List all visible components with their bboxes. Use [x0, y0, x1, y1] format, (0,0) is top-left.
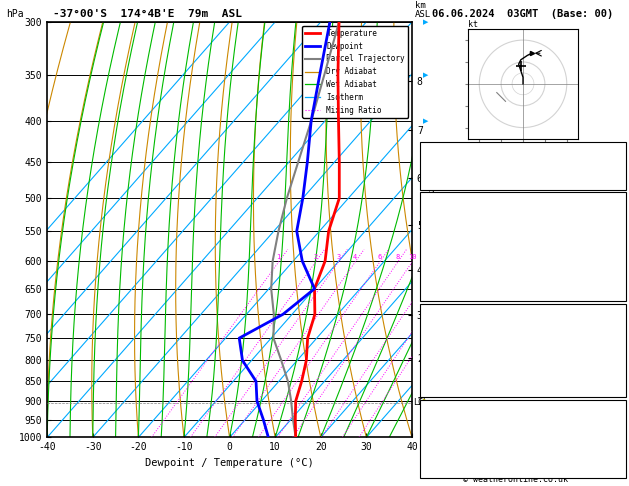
Text: Temp (°C): Temp (°C) [423, 209, 470, 219]
Text: 24: 24 [612, 159, 623, 169]
Y-axis label: Mixing Ratio (g/kg): Mixing Ratio (g/kg) [428, 178, 437, 281]
Text: 15.3: 15.3 [602, 209, 623, 219]
Text: 9.1: 9.1 [607, 225, 623, 234]
Text: StmSpd (kt): StmSpd (kt) [423, 462, 481, 471]
Text: 1014: 1014 [602, 321, 623, 330]
Text: Pressure (mb): Pressure (mb) [423, 321, 492, 330]
Text: Lifted Index: Lifted Index [423, 255, 486, 264]
Text: Lifted Index: Lifted Index [423, 351, 486, 360]
Text: SREH: SREH [423, 432, 444, 441]
Text: CAPE (J): CAPE (J) [423, 366, 465, 375]
Text: Totals Totals: Totals Totals [423, 159, 492, 169]
Text: 10: 10 [408, 254, 416, 260]
Text: CIN (J): CIN (J) [423, 381, 460, 390]
Text: -37°00'S  174°4B'E  79m  ASL: -37°00'S 174°4B'E 79m ASL [53, 9, 242, 19]
Text: -15: -15 [607, 144, 623, 154]
Text: ▶: ▶ [423, 434, 428, 440]
Text: Most Unstable: Most Unstable [489, 306, 557, 315]
Text: -22: -22 [607, 417, 623, 426]
Text: ▶: ▶ [423, 417, 428, 423]
Text: ▶: ▶ [423, 378, 428, 384]
Text: 10: 10 [612, 255, 623, 264]
Legend: Temperature, Dewpoint, Parcel Trajectory, Dry Adiabat, Wet Adiabat, Isotherm, Mi: Temperature, Dewpoint, Parcel Trajectory… [302, 26, 408, 118]
Text: 2: 2 [313, 254, 318, 260]
Text: θₑ(K): θₑ(K) [423, 240, 450, 249]
Text: ▶: ▶ [423, 258, 428, 264]
Text: © weatheronline.co.uk: © weatheronline.co.uk [464, 474, 568, 484]
Text: 12: 12 [612, 462, 623, 471]
Text: 6: 6 [378, 254, 382, 260]
Text: 307: 307 [607, 336, 623, 345]
X-axis label: Dewpoint / Temperature (°C): Dewpoint / Temperature (°C) [145, 458, 314, 468]
Text: ▶: ▶ [423, 19, 428, 25]
Text: 4: 4 [353, 254, 357, 260]
Text: 0: 0 [618, 381, 623, 390]
Text: EH: EH [423, 417, 434, 426]
Text: PW (cm): PW (cm) [423, 174, 460, 184]
Text: ▶: ▶ [423, 335, 428, 341]
Text: ▶: ▶ [423, 312, 428, 317]
Text: StmDir: StmDir [423, 447, 455, 456]
Text: ▶: ▶ [423, 398, 428, 404]
Text: 8: 8 [396, 254, 400, 260]
Text: 11: 11 [612, 432, 623, 441]
Text: ▶: ▶ [423, 228, 428, 234]
Text: 3: 3 [618, 270, 623, 279]
Text: 346°: 346° [602, 447, 623, 456]
Text: ▶: ▶ [423, 159, 428, 165]
Text: km
ASL: km ASL [415, 1, 431, 19]
Text: ▶: ▶ [423, 72, 428, 78]
Text: 3: 3 [618, 366, 623, 375]
Text: ▶: ▶ [423, 286, 428, 292]
Text: 10: 10 [612, 351, 623, 360]
Text: 1.36: 1.36 [602, 174, 623, 184]
Text: hPa: hPa [6, 9, 24, 19]
Text: Hodograph: Hodograph [499, 402, 547, 411]
Text: CIN (J): CIN (J) [423, 285, 460, 294]
Text: ▶: ▶ [423, 357, 428, 364]
Text: 1: 1 [277, 254, 281, 260]
Text: CAPE (J): CAPE (J) [423, 270, 465, 279]
Text: ▶: ▶ [423, 118, 428, 124]
Text: θₑ (K): θₑ (K) [423, 336, 455, 345]
Text: 0: 0 [618, 285, 623, 294]
Text: ▶: ▶ [423, 195, 428, 201]
Text: kt: kt [469, 20, 478, 29]
Text: LCL: LCL [413, 399, 428, 407]
Text: 307: 307 [607, 240, 623, 249]
Text: 3: 3 [337, 254, 341, 260]
Text: K: K [423, 144, 428, 154]
Text: 06.06.2024  03GMT  (Base: 00): 06.06.2024 03GMT (Base: 00) [432, 9, 614, 19]
Text: Dewp (°C): Dewp (°C) [423, 225, 470, 234]
Text: Surface: Surface [504, 194, 542, 204]
